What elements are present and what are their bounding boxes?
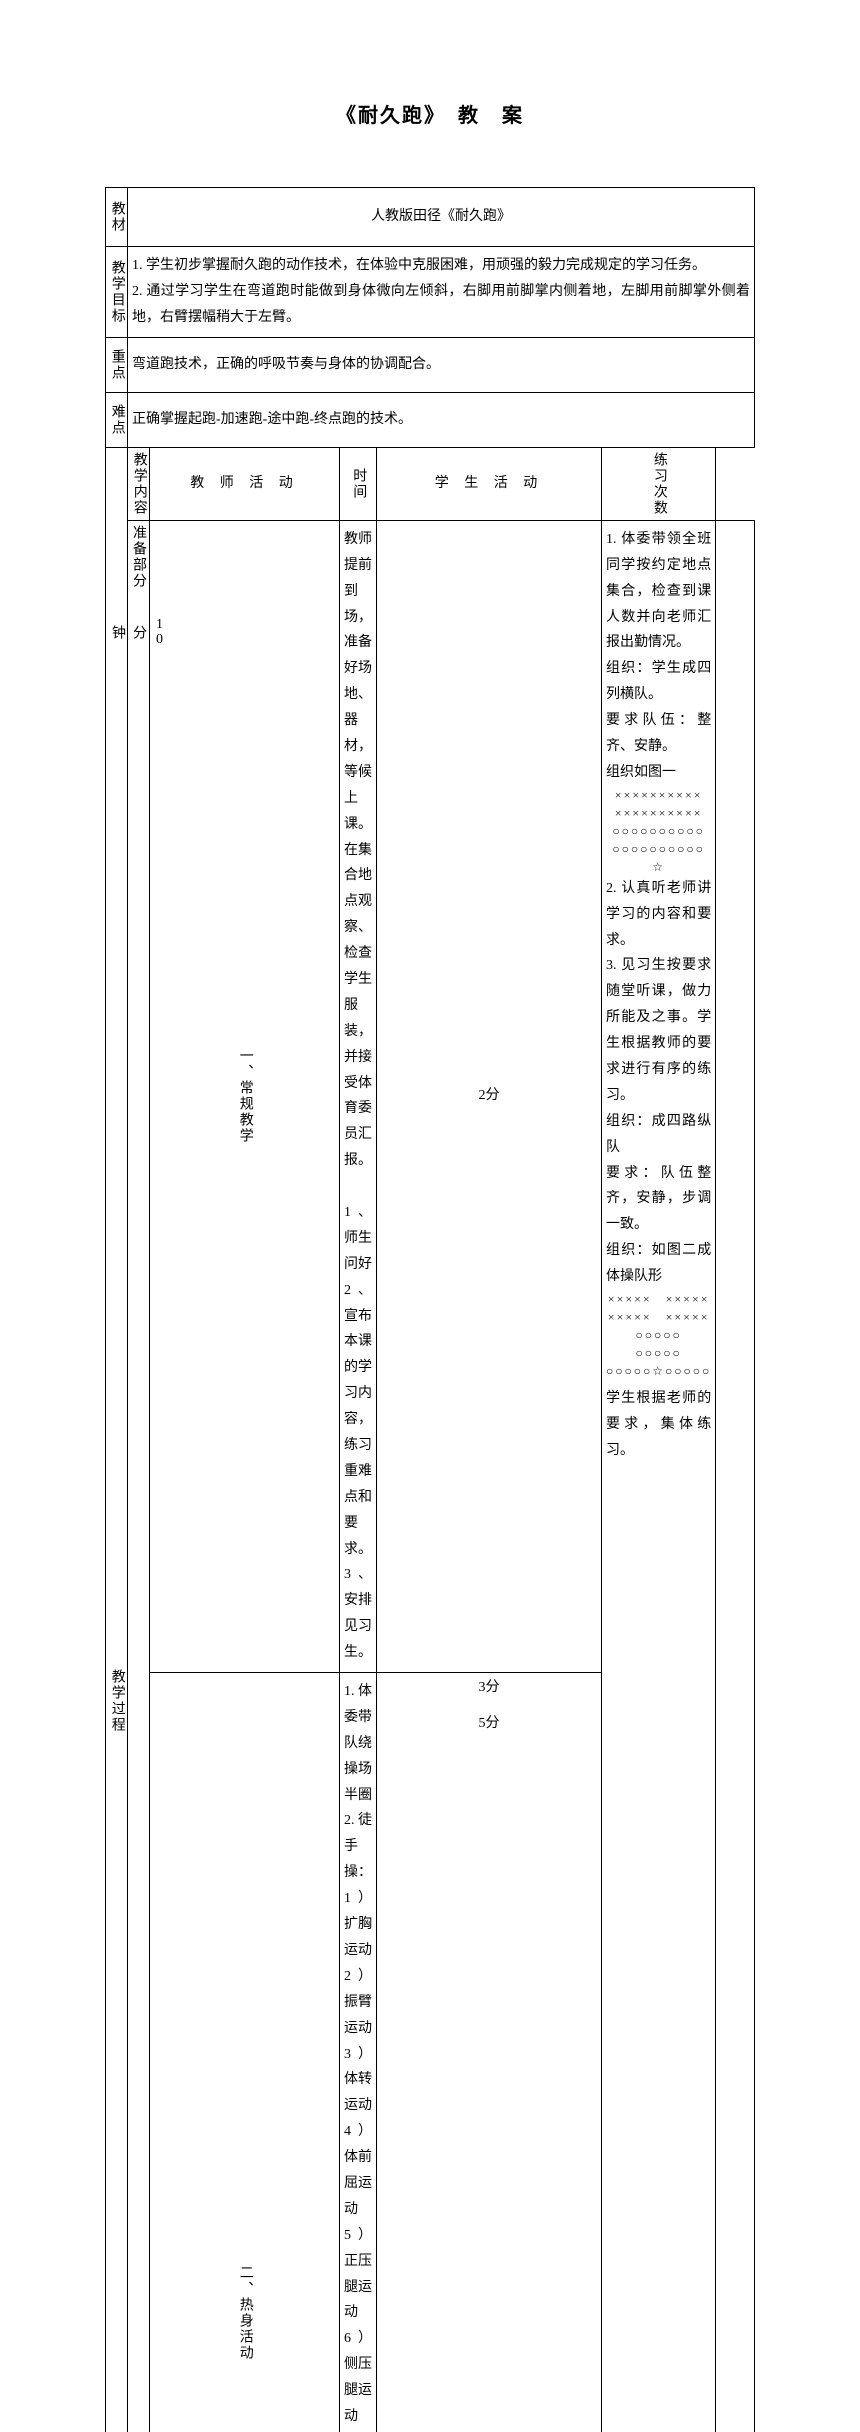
label-routine: 一、常规教学 xyxy=(150,520,340,1672)
count-cell: 2×8拍 xyxy=(716,520,755,2432)
time-routine: 2分 xyxy=(377,520,602,1672)
label-student: 学 生 活 动 xyxy=(377,447,602,520)
prep-time: 10分钟 xyxy=(107,617,170,647)
formation-diagram-1: ×××××××××× ×××××××××× ○○○○○○○○○○ ○○○○○○○… xyxy=(606,786,711,876)
label-process: 教学过程 xyxy=(106,447,128,2432)
label-objective: 教学目标 xyxy=(106,247,128,338)
diagram2-row1: ××××× ××××× xyxy=(606,1290,711,1308)
diagram1-row3: ○○○○○○○○○○ xyxy=(606,822,711,840)
diagram2-row4: ○○○○○☆○○○○○ xyxy=(606,1362,711,1380)
label-time: 时间 xyxy=(340,447,377,520)
label-difficulty: 难点 xyxy=(106,392,128,447)
student1-outro: 2. 认真听老师讲学习的内容和要求。 3. 见习生按要求随堂听课，做力所能及之事… xyxy=(606,876,711,1109)
diagram1-star: ☆ xyxy=(606,858,711,876)
lesson-plan-table: 教材 人教版田径《耐久跑》 教学目标 1. 学生初步掌握耐久跑的动作技术，在体验… xyxy=(105,187,755,2432)
diagram1-row1: ×××××××××× xyxy=(606,786,711,804)
material-text: 人教版田径《耐久跑》 xyxy=(128,188,755,247)
difficulty-text: 正确掌握起跑-加速跑-途中跑-终点跑的技术。 xyxy=(128,392,755,447)
formation-diagram-2: ××××× ××××× ××××× ××××× ○○○○○ ○○○○○ ○○○○… xyxy=(606,1290,711,1380)
label-warmup: 二、热身活动 xyxy=(150,1673,340,2432)
label-prep: 准备部分 10分钟 xyxy=(128,520,150,2432)
label-content: 教学内容 xyxy=(128,447,150,520)
time-warmup: 3分 5分 xyxy=(377,1673,602,2432)
label-teacher: 教 师 活 动 xyxy=(150,447,340,520)
diagram2-row3: ○○○○○ ○○○○○ xyxy=(606,1326,711,1362)
label-material: 教材 xyxy=(106,188,128,247)
diagram1-row4: ○○○○○○○○○○ xyxy=(606,840,711,858)
prep-label: 准备部分 xyxy=(128,525,149,589)
student1-intro: 1. 体委带领全班同学按约定地点集合，检查到课人数并向老师汇报出勤情况。 组织：… xyxy=(606,527,711,786)
page-title: 《耐久跑》 教 案 xyxy=(105,100,755,132)
label-keypoint: 重点 xyxy=(106,338,128,393)
teacher-warmup: 1. 体委带队绕操场半圈 2. 徒手操： 1）扩胸运动 2）振臂运动 3）体转运… xyxy=(340,1673,377,2432)
diagram2-row2: ××××× ××××× xyxy=(606,1308,711,1326)
teacher-routine: 教师提前到场，准备好场地、器材，等候上课。在集合地点观察、检查学生服装，并接受体… xyxy=(340,520,377,1672)
student2-outro: 学生根据老师的要求，集体练习。 xyxy=(606,1386,711,1464)
objective-text: 1. 学生初步掌握耐久跑的动作技术，在体验中克服困难，用顽强的毅力完成规定的学习… xyxy=(128,247,755,338)
keypoint-text: 弯道跑技术，正确的呼吸节奏与身体的协调配合。 xyxy=(128,338,755,393)
student-activity: 1. 体委带领全班同学按约定地点集合，检查到课人数并向老师汇报出勤情况。 组织：… xyxy=(602,520,716,2432)
label-count: 练习次数 xyxy=(602,447,716,520)
student2-intro: 组织：成四路纵队 要求：队伍整齐，安静，步调一致。 组织：如图二成体操队形 xyxy=(606,1109,711,1290)
diagram1-row2: ×××××××××× xyxy=(606,804,711,822)
